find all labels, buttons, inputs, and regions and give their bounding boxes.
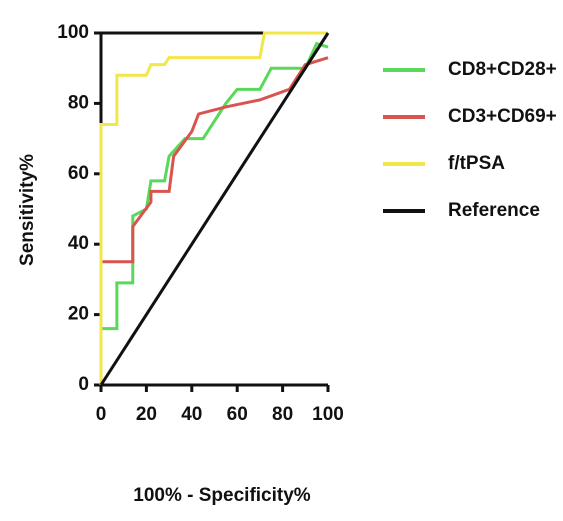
x-tick-label: 60 [227,404,248,425]
y-tick-label: 80 [68,92,89,113]
y-tick-label: 40 [68,233,89,254]
legend-label: f/tPSA [448,153,505,174]
legend-label: Reference [448,200,540,221]
legend-label: CD3+CD69+ [448,106,557,127]
y-tick-label: 20 [68,304,89,325]
y-tick-label: 60 [68,163,89,184]
x-tick-label: 40 [181,404,202,425]
x-tick-label: 20 [136,404,157,425]
x-tick-label: 100 [312,404,344,425]
series-line [99,31,328,385]
x-tick-label: 0 [96,404,107,425]
x-tick-label: 80 [272,404,293,425]
y-axis-label: Sensitivity% [17,154,38,266]
series-line [101,56,329,264]
series-line [99,32,330,386]
series-line [99,41,329,385]
x-axis-label: 100% - Specificity% [133,485,311,506]
legend-label: CD8+CD28+ [448,59,557,80]
y-tick-label: 100 [57,22,89,43]
y-tick-label: 0 [78,374,89,395]
